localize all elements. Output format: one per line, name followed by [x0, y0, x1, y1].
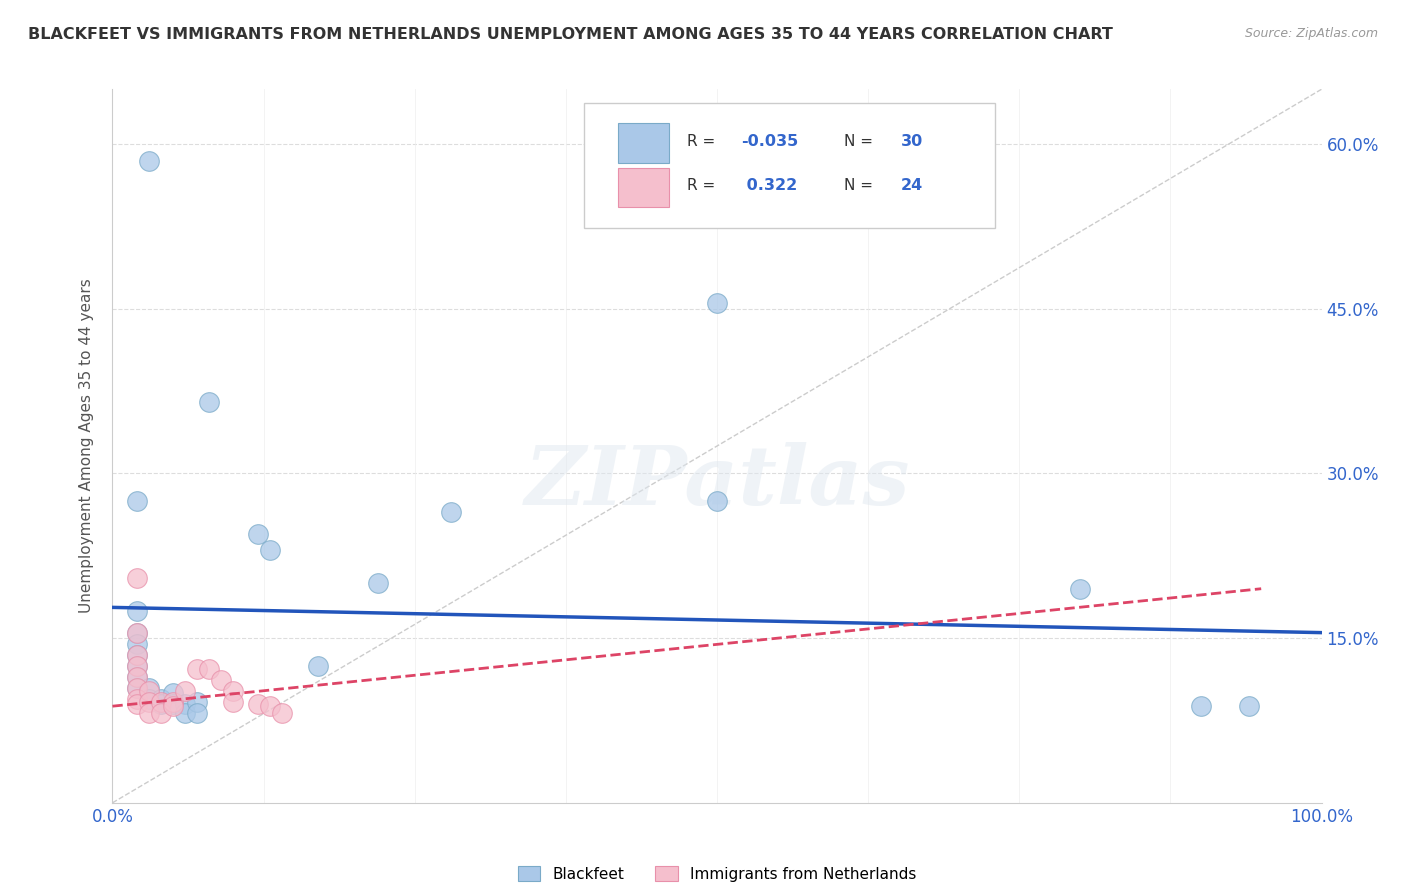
- Point: [149, 695, 172, 709]
- Text: BLACKFEET VS IMMIGRANTS FROM NETHERLANDS UNEMPLOYMENT AMONG AGES 35 TO 44 YEARS : BLACKFEET VS IMMIGRANTS FROM NETHERLANDS…: [28, 27, 1114, 42]
- Point: [125, 494, 148, 508]
- Point: [174, 697, 197, 711]
- Text: 30: 30: [901, 134, 924, 149]
- Point: [1237, 699, 1260, 714]
- Point: [186, 662, 208, 676]
- Point: [149, 706, 172, 720]
- Point: [125, 625, 148, 640]
- Text: -0.035: -0.035: [741, 134, 799, 149]
- Point: [1069, 582, 1091, 596]
- Point: [706, 296, 728, 310]
- Point: [138, 695, 160, 709]
- Point: [138, 706, 160, 720]
- Point: [198, 662, 221, 676]
- Point: [246, 697, 269, 711]
- Point: [125, 691, 148, 706]
- FancyBboxPatch shape: [617, 123, 669, 162]
- Point: [222, 695, 245, 709]
- Point: [125, 604, 148, 618]
- FancyBboxPatch shape: [617, 168, 669, 207]
- Point: [125, 697, 148, 711]
- Text: N =: N =: [844, 134, 877, 149]
- Point: [162, 686, 184, 700]
- Point: [125, 681, 148, 695]
- Point: [125, 625, 148, 640]
- Point: [138, 691, 160, 706]
- Text: Source: ZipAtlas.com: Source: ZipAtlas.com: [1244, 27, 1378, 40]
- Point: [246, 526, 269, 541]
- Point: [706, 494, 728, 508]
- Text: ZIPatlas: ZIPatlas: [524, 442, 910, 522]
- Point: [162, 697, 184, 711]
- Point: [259, 543, 281, 558]
- Point: [186, 695, 208, 709]
- Point: [259, 699, 281, 714]
- FancyBboxPatch shape: [583, 103, 995, 228]
- Point: [125, 658, 148, 673]
- Point: [174, 683, 197, 698]
- Point: [307, 658, 329, 673]
- Point: [125, 648, 148, 662]
- Point: [149, 697, 172, 711]
- Point: [138, 681, 160, 695]
- Point: [270, 706, 292, 720]
- Text: 0.322: 0.322: [741, 178, 797, 193]
- Point: [367, 576, 389, 591]
- Text: R =: R =: [688, 134, 720, 149]
- Point: [138, 683, 160, 698]
- Point: [162, 699, 184, 714]
- Point: [125, 658, 148, 673]
- Point: [125, 571, 148, 585]
- Y-axis label: Unemployment Among Ages 35 to 44 years: Unemployment Among Ages 35 to 44 years: [79, 278, 94, 614]
- Point: [209, 673, 232, 687]
- Point: [125, 669, 148, 683]
- Legend: Blackfeet, Immigrants from Netherlands: Blackfeet, Immigrants from Netherlands: [512, 860, 922, 888]
- Point: [125, 648, 148, 662]
- Point: [138, 153, 160, 168]
- Point: [174, 706, 197, 720]
- Point: [198, 395, 221, 409]
- Point: [125, 637, 148, 651]
- Point: [149, 691, 172, 706]
- Point: [222, 683, 245, 698]
- Point: [125, 681, 148, 695]
- Text: N =: N =: [844, 178, 877, 193]
- Point: [125, 669, 148, 683]
- Point: [162, 695, 184, 709]
- Text: R =: R =: [688, 178, 720, 193]
- Point: [440, 505, 463, 519]
- Point: [186, 706, 208, 720]
- Text: 24: 24: [901, 178, 924, 193]
- Point: [1189, 699, 1212, 714]
